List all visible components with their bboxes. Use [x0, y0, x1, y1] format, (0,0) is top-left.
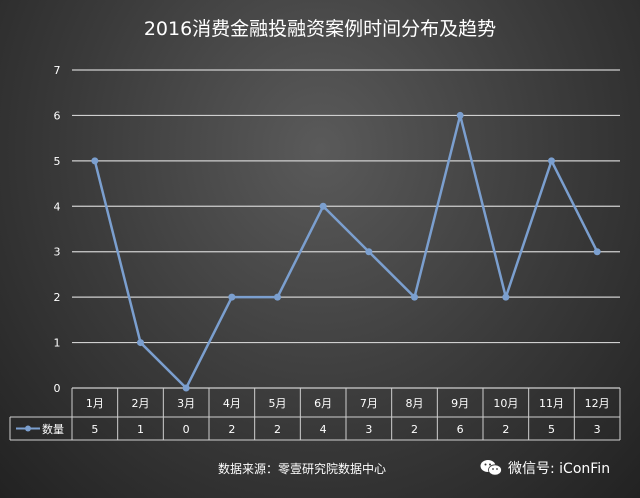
data-table-value: 4: [320, 423, 327, 436]
wechat-id: 微信号: iConFin: [480, 458, 610, 478]
data-table-value: 3: [365, 423, 372, 436]
x-tick-label: 1月: [86, 397, 104, 410]
chart-title: 2016消费金融投融资案例时间分布及趋势: [143, 18, 497, 40]
data-point: [456, 111, 464, 119]
data-point: [137, 339, 144, 347]
wechat-label: 微信号: iConFin: [508, 461, 611, 477]
x-tick-label: 4月: [223, 397, 241, 410]
x-tick-label: 12月: [585, 397, 610, 410]
y-tick-label: 7: [54, 64, 61, 77]
data-point: [593, 248, 601, 256]
x-tick-label: 9月: [451, 397, 469, 410]
x-tick-label: 10月: [493, 397, 518, 410]
data-table-value: 0: [183, 423, 190, 436]
data-point: [365, 248, 373, 256]
data-table-value: 5: [91, 423, 98, 436]
data-point: [502, 293, 510, 301]
data-table-value: 2: [502, 423, 509, 436]
y-tick-label: 6: [54, 109, 61, 122]
series-lines: [91, 111, 601, 392]
data-point: [411, 293, 418, 301]
x-tick-label: 3月: [177, 397, 195, 410]
data-table-value: 1: [137, 423, 144, 436]
data-point: [548, 157, 555, 165]
y-tick-label: 5: [54, 155, 61, 168]
y-tick-label: 2: [54, 291, 61, 304]
x-tick-label: 8月: [406, 397, 424, 410]
legend-label: 数量: [42, 423, 64, 436]
series-line: [93, 114, 599, 390]
x-tick-label: 11月: [539, 397, 564, 410]
y-tick-label: 1: [54, 337, 61, 350]
data-table-value: 6: [457, 423, 464, 436]
wechat-icon: [480, 460, 502, 476]
legend-marker: [25, 425, 31, 432]
data-point: [228, 293, 236, 301]
data-source-note: 数据来源：零壹研究院数据中心: [218, 462, 387, 476]
data-table-value: 5: [548, 423, 555, 436]
data-point: [91, 157, 99, 165]
y-tick-label: 4: [54, 200, 61, 213]
y-tick-labels: 0 1 2 3 4 5 6 7: [54, 64, 61, 395]
x-tick-label: 5月: [269, 397, 287, 410]
x-tick-label: 6月: [314, 397, 332, 410]
data-point: [274, 293, 281, 301]
data-table-value: 2: [274, 423, 281, 436]
data-table-value: 2: [228, 423, 235, 436]
data-table-value: 2: [411, 423, 418, 436]
x-tick-label: 7月: [360, 397, 378, 410]
data-table-value: 3: [594, 423, 601, 436]
y-tick-label: 3: [54, 246, 61, 259]
data-point: [182, 384, 190, 392]
data-point: [319, 202, 327, 210]
y-tick-label: 0: [54, 382, 61, 395]
x-tick-label: 2月: [132, 397, 150, 410]
